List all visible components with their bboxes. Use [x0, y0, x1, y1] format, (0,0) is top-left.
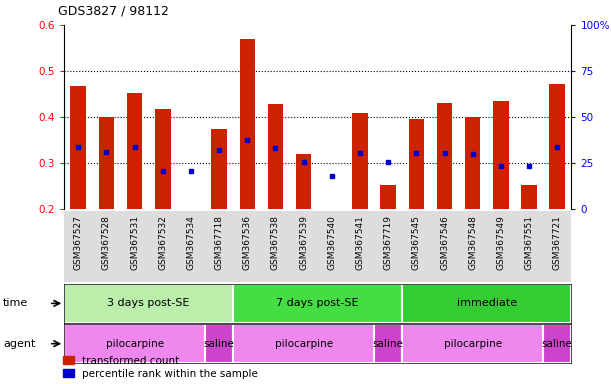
Text: pilocarpine: pilocarpine — [444, 339, 502, 349]
Bar — [402, 324, 543, 363]
Bar — [233, 324, 374, 363]
Text: GSM367532: GSM367532 — [158, 215, 167, 270]
Bar — [98, 117, 114, 209]
Bar — [374, 324, 402, 363]
Bar — [296, 154, 312, 209]
Bar — [211, 129, 227, 209]
Text: GSM367551: GSM367551 — [524, 215, 533, 270]
Text: GSM367538: GSM367538 — [271, 215, 280, 270]
Text: GSM367545: GSM367545 — [412, 215, 421, 270]
Text: 3 days post-SE: 3 days post-SE — [108, 298, 190, 308]
Text: GSM367718: GSM367718 — [214, 215, 224, 270]
Bar — [155, 109, 170, 209]
Bar — [127, 93, 142, 209]
Bar — [64, 324, 205, 363]
Text: saline: saline — [542, 339, 573, 349]
Bar — [352, 113, 368, 209]
Text: GDS3827 / 98112: GDS3827 / 98112 — [58, 4, 169, 17]
Text: immediate: immediate — [456, 298, 517, 308]
Text: saline: saline — [373, 339, 404, 349]
Bar — [521, 185, 537, 209]
Text: GSM367548: GSM367548 — [468, 215, 477, 270]
Text: GSM367719: GSM367719 — [384, 215, 393, 270]
Text: GSM367534: GSM367534 — [186, 215, 196, 270]
Bar — [70, 86, 86, 209]
Text: GSM367531: GSM367531 — [130, 215, 139, 270]
Text: GSM367540: GSM367540 — [327, 215, 336, 270]
Text: pilocarpine: pilocarpine — [274, 339, 333, 349]
Bar — [543, 324, 571, 363]
Text: GSM367721: GSM367721 — [553, 215, 562, 270]
Bar — [437, 103, 452, 209]
Text: GSM367528: GSM367528 — [102, 215, 111, 270]
Bar — [465, 117, 480, 209]
Text: 7 days post-SE: 7 days post-SE — [276, 298, 359, 308]
Bar — [64, 284, 233, 323]
Text: pilocarpine: pilocarpine — [106, 339, 164, 349]
Bar — [205, 324, 233, 363]
Bar — [402, 284, 571, 323]
Text: GSM367541: GSM367541 — [356, 215, 365, 270]
Bar — [268, 104, 284, 209]
Text: saline: saline — [203, 339, 235, 349]
Text: GSM367527: GSM367527 — [74, 215, 82, 270]
Bar — [493, 101, 508, 209]
Text: GSM367546: GSM367546 — [440, 215, 449, 270]
Bar — [240, 39, 255, 209]
Bar — [409, 119, 424, 209]
Bar — [381, 185, 396, 209]
Text: GSM367539: GSM367539 — [299, 215, 308, 270]
Text: GSM367536: GSM367536 — [243, 215, 252, 270]
Text: agent: agent — [3, 339, 35, 349]
Text: time: time — [3, 298, 28, 308]
Legend: transformed count, percentile rank within the sample: transformed count, percentile rank withi… — [64, 356, 258, 379]
Bar — [549, 84, 565, 209]
Bar — [233, 284, 402, 323]
Text: GSM367549: GSM367549 — [496, 215, 505, 270]
